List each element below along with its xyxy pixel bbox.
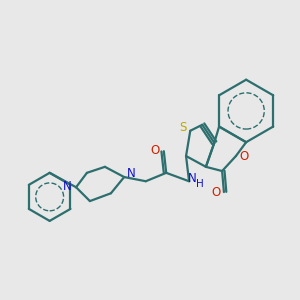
- Text: N: N: [127, 167, 136, 180]
- Text: S: S: [179, 121, 186, 134]
- Text: H: H: [196, 179, 204, 189]
- Text: O: O: [212, 186, 221, 199]
- Text: N: N: [63, 180, 72, 193]
- Text: N: N: [188, 172, 197, 185]
- Text: O: O: [151, 143, 160, 157]
- Text: O: O: [239, 149, 248, 163]
